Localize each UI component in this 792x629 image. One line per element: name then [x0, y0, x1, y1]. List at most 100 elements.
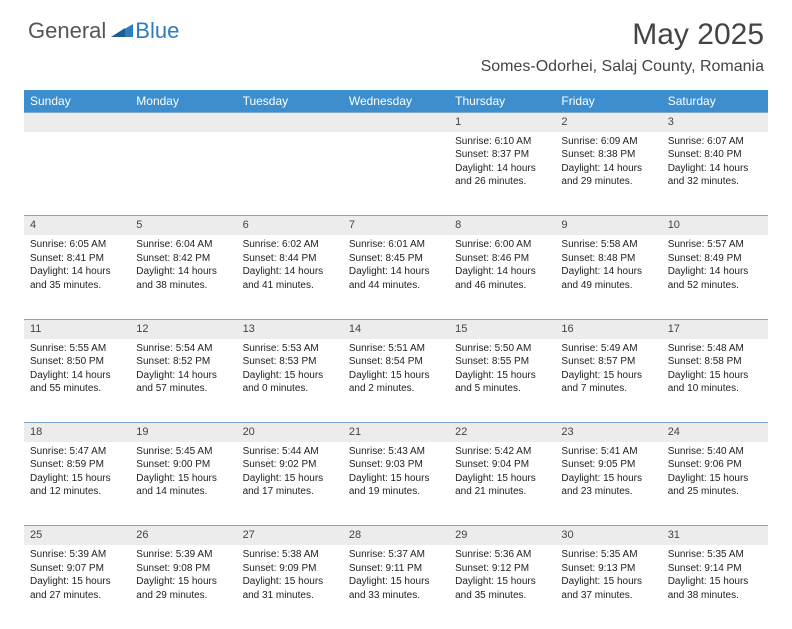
day-number-cell: 4: [24, 216, 130, 235]
daylight-text-1: Daylight: 14 hours: [561, 265, 655, 279]
day-number-cell: 28: [343, 526, 449, 545]
daylight-text-1: Daylight: 15 hours: [243, 369, 337, 383]
daylight-text-2: and 27 minutes.: [30, 589, 124, 603]
day-detail: Sunrise: 6:07 AMSunset: 8:40 PMDaylight:…: [662, 132, 768, 191]
sunset-text: Sunset: 9:00 PM: [136, 458, 230, 472]
daylight-text-1: Daylight: 15 hours: [243, 575, 337, 589]
day-body-cell: Sunrise: 5:55 AMSunset: 8:50 PMDaylight:…: [24, 339, 130, 423]
daylight-text-2: and 49 minutes.: [561, 279, 655, 293]
sunset-text: Sunset: 8:55 PM: [455, 355, 549, 369]
day-body-row: Sunrise: 5:55 AMSunset: 8:50 PM Daylight:…: [24, 339, 768, 423]
daylight-text-2: and 31 minutes.: [243, 589, 337, 603]
daylight-text-1: Daylight: 14 hours: [136, 369, 230, 383]
sunrise-text: Sunrise: 5:41 AM: [561, 445, 655, 459]
daylight-text-1: Daylight: 15 hours: [455, 472, 549, 486]
day-body-cell: Sunrise: 5:53 AMSunset: 8:53 PMDaylight:…: [237, 339, 343, 423]
sunset-text: Sunset: 8:50 PM: [30, 355, 124, 369]
sunrise-text: Sunrise: 6:01 AM: [349, 238, 443, 252]
daylight-text-2: and 46 minutes.: [455, 279, 549, 293]
day-detail: Sunrise: 5:51 AMSunset: 8:54 PMDaylight:…: [343, 339, 449, 398]
day-detail: Sunrise: 5:53 AMSunset: 8:53 PMDaylight:…: [237, 339, 343, 398]
logo-triangle-icon: [111, 21, 133, 42]
sunset-text: Sunset: 8:37 PM: [455, 148, 549, 162]
day-body-cell: Sunrise: 6:10 AMSunset: 8:37 PMDaylight:…: [449, 132, 555, 216]
day-number-cell: 19: [130, 423, 236, 442]
sunset-text: Sunset: 8:46 PM: [455, 252, 549, 266]
day-detail: Sunrise: 5:43 AMSunset: 9:03 PMDaylight:…: [343, 442, 449, 501]
day-body-cell: Sunrise: 5:35 AMSunset: 9:13 PMDaylight:…: [555, 545, 661, 629]
day-body-cell: [237, 132, 343, 216]
sunrise-text: Sunrise: 5:51 AM: [349, 342, 443, 356]
calendar-body: 123Sunrise: 6:10 AMSunset: 8:37 PMDaylig…: [24, 113, 768, 629]
sunset-text: Sunset: 9:05 PM: [561, 458, 655, 472]
daynum-row: 11121314151617: [24, 319, 768, 338]
day-body-cell: [343, 132, 449, 216]
sunrise-text: Sunrise: 6:07 AM: [668, 135, 762, 149]
day-body-cell: Sunrise: 6:00 AMSunset: 8:46 PMDaylight:…: [449, 235, 555, 319]
daylight-text-1: Daylight: 15 hours: [30, 575, 124, 589]
day-detail: Sunrise: 5:40 AMSunset: 9:06 PMDaylight:…: [662, 442, 768, 501]
daylight-text-2: and 32 minutes.: [668, 175, 762, 189]
day-detail: Sunrise: 5:47 AMSunset: 8:59 PMDaylight:…: [24, 442, 130, 501]
day-detail: Sunrise: 5:39 AMSunset: 9:08 PMDaylight:…: [130, 545, 236, 604]
daylight-text-2: and 12 minutes.: [30, 485, 124, 499]
weekday-header: Saturday: [662, 90, 768, 113]
day-detail: Sunrise: 6:02 AMSunset: 8:44 PMDaylight:…: [237, 235, 343, 294]
daylight-text-2: and 17 minutes.: [243, 485, 337, 499]
daynum-row: 45678910: [24, 216, 768, 235]
sunset-text: Sunset: 8:53 PM: [243, 355, 337, 369]
day-detail: Sunrise: 6:04 AMSunset: 8:42 PMDaylight:…: [130, 235, 236, 294]
day-body-cell: Sunrise: 5:49 AMSunset: 8:57 PMDaylight:…: [555, 339, 661, 423]
sunrise-text: Sunrise: 6:00 AM: [455, 238, 549, 252]
day-body-row: Sunrise: 6:05 AMSunset: 8:41 PMDaylight:…: [24, 235, 768, 319]
weekday-header: Monday: [130, 90, 236, 113]
day-body-cell: Sunrise: 5:57 AMSunset: 8:49 PMDaylight:…: [662, 235, 768, 319]
sunrise-text: Sunrise: 6:04 AM: [136, 238, 230, 252]
day-number-cell: 5: [130, 216, 236, 235]
day-detail: Sunrise: 5:44 AMSunset: 9:02 PMDaylight:…: [237, 442, 343, 501]
daylight-text-1: Daylight: 15 hours: [136, 575, 230, 589]
day-body-cell: Sunrise: 5:40 AMSunset: 9:06 PMDaylight:…: [662, 442, 768, 526]
day-number-cell: [343, 113, 449, 132]
day-body-cell: Sunrise: 5:47 AMSunset: 8:59 PMDaylight:…: [24, 442, 130, 526]
day-detail: Sunrise: 5:38 AMSunset: 9:09 PMDaylight:…: [237, 545, 343, 604]
day-number-cell: 11: [24, 319, 130, 338]
day-number-cell: 22: [449, 423, 555, 442]
daylight-text-1: Daylight: 15 hours: [136, 472, 230, 486]
sunset-text: Sunset: 8:52 PM: [136, 355, 230, 369]
day-number-cell: 8: [449, 216, 555, 235]
month-title: May 2025: [481, 18, 764, 52]
day-number-cell: 23: [555, 423, 661, 442]
sunset-text: Sunset: 8:44 PM: [243, 252, 337, 266]
sunrise-text: Sunrise: 5:42 AM: [455, 445, 549, 459]
daylight-text-1: Daylight: 15 hours: [30, 472, 124, 486]
sunrise-text: Sunrise: 5:36 AM: [455, 548, 549, 562]
daylight-text-1: Daylight: 15 hours: [668, 369, 762, 383]
logo-text-blue: Blue: [135, 18, 179, 44]
sunset-text: Sunset: 9:02 PM: [243, 458, 337, 472]
daylight-text-1: Daylight: 14 hours: [455, 162, 549, 176]
day-body-cell: Sunrise: 5:50 AMSunset: 8:55 PMDaylight:…: [449, 339, 555, 423]
sunrise-text: Sunrise: 6:09 AM: [561, 135, 655, 149]
sunset-text: Sunset: 9:03 PM: [349, 458, 443, 472]
day-number-cell: 3: [662, 113, 768, 132]
daylight-text-2: and 21 minutes.: [455, 485, 549, 499]
sunset-text: Sunset: 8:54 PM: [349, 355, 443, 369]
sunrise-text: Sunrise: 5:43 AM: [349, 445, 443, 459]
daylight-text-2: and 10 minutes.: [668, 382, 762, 396]
day-number-cell: [130, 113, 236, 132]
daylight-text-2: and 52 minutes.: [668, 279, 762, 293]
day-number-cell: [24, 113, 130, 132]
sunset-text: Sunset: 9:08 PM: [136, 562, 230, 576]
daylight-text-2: and 14 minutes.: [136, 485, 230, 499]
day-number-cell: 12: [130, 319, 236, 338]
daynum-row: 18192021222324: [24, 423, 768, 442]
sunrise-text: Sunrise: 5:55 AM: [30, 342, 124, 356]
sunset-text: Sunset: 8:57 PM: [561, 355, 655, 369]
day-body-cell: Sunrise: 6:05 AMSunset: 8:41 PMDaylight:…: [24, 235, 130, 319]
sunset-text: Sunset: 8:48 PM: [561, 252, 655, 266]
sunrise-text: Sunrise: 6:10 AM: [455, 135, 549, 149]
daylight-text-1: Daylight: 14 hours: [668, 265, 762, 279]
day-body-cell: Sunrise: 5:39 AMSunset: 9:08 PMDaylight:…: [130, 545, 236, 629]
day-detail: Sunrise: 6:09 AMSunset: 8:38 PMDaylight:…: [555, 132, 661, 191]
